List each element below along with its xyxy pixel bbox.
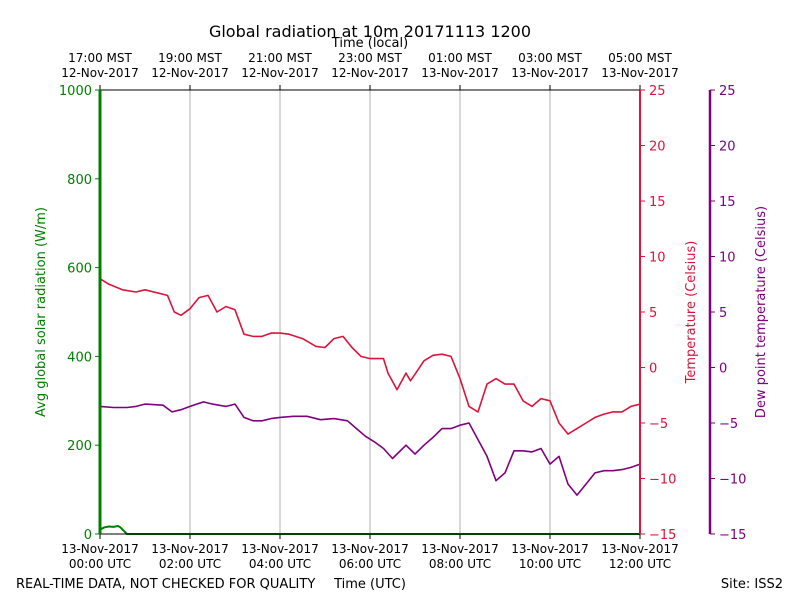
x-tick-label-date: 13-Nov-2017 (421, 542, 499, 556)
left-tick-label: 200 (67, 439, 92, 454)
x-tick-label-date: 13-Nov-2017 (241, 542, 319, 556)
dewpoint-tick-label: 15 (719, 195, 736, 210)
top-tick-label-time: 01:00 MST (428, 51, 492, 65)
dewpoint-tick-label: 25 (719, 84, 736, 99)
x-axis-label: Time (UTC) (333, 577, 406, 592)
top-tick-label-date: 12-Nov-2017 (151, 66, 229, 80)
dewpoint-tick-label: 10 (719, 251, 736, 266)
x-tick-label-date: 13-Nov-2017 (151, 542, 229, 556)
x-tick-label-time: 06:00 UTC (339, 557, 401, 571)
x-tick-label-time: 08:00 UTC (429, 557, 491, 571)
temperature-tick-label: 20 (649, 140, 666, 155)
top-tick-label-time: 23:00 MST (338, 51, 402, 65)
x-tick-label-date: 13-Nov-2017 (331, 542, 409, 556)
left-tick-label: 800 (67, 173, 92, 188)
dewpoint-tick-label: −5 (719, 417, 738, 432)
series-line-dew-point-temperature (99, 401, 641, 496)
temperature-tick-label: 10 (649, 251, 666, 266)
top-tick-label-date: 12-Nov-2017 (241, 66, 319, 80)
dewpoint-tick-label: 5 (719, 306, 727, 321)
x-tick-label-date: 13-Nov-2017 (61, 542, 139, 556)
x-tick-label-date: 13-Nov-2017 (601, 542, 679, 556)
left-tick-label: 1000 (59, 84, 92, 99)
y-axis-label-left: Avg global solar radiation (W/m) (34, 207, 49, 417)
top-tick-label-date: 12-Nov-2017 (331, 66, 409, 80)
top-tick-label-date: 12-Nov-2017 (61, 66, 139, 80)
x-tick-label-time: 10:00 UTC (519, 557, 581, 571)
top-tick-label-date: 13-Nov-2017 (511, 66, 589, 80)
grid-lines (189, 90, 551, 534)
top-tick-label-date: 13-Nov-2017 (601, 66, 679, 80)
temperature-tick-label: 15 (649, 195, 666, 210)
x-tick-label-time: 12:00 UTC (609, 557, 671, 571)
dewpoint-tick-label: 0 (719, 362, 727, 377)
x-tick-label-time: 00:00 UTC (69, 557, 131, 571)
dewpoint-tick-label: 20 (719, 140, 736, 155)
y-axis-label-temperature: Temperature (Celsius) (684, 241, 699, 385)
temperature-tick-label: 0 (649, 362, 657, 377)
left-tick-label: 0 (84, 528, 92, 543)
series-group (99, 278, 641, 535)
footer-site: Site: ISS2 (721, 577, 783, 592)
chart-title: Global radiation at 10m 20171113 1200 (209, 22, 531, 41)
dewpoint-tick-label: −10 (719, 473, 746, 488)
x-tick-label-time: 04:00 UTC (249, 557, 311, 571)
left-tick-label: 400 (67, 350, 92, 365)
temperature-tick-label: −10 (649, 473, 676, 488)
dewpoint-tick-label: −15 (719, 528, 746, 543)
x-tick-label-time: 02:00 UTC (159, 557, 221, 571)
footer-quality-note: REAL-TIME DATA, NOT CHECKED FOR QUALITY (16, 577, 315, 592)
x-tick-label-date: 13-Nov-2017 (511, 542, 589, 556)
y-axis-label-dewpoint: Dew point temperature (Celsius) (754, 206, 769, 418)
top-tick-label-date: 13-Nov-2017 (421, 66, 499, 80)
series-line-temperature (99, 278, 641, 435)
temperature-tick-label: 25 (649, 84, 666, 99)
temperature-tick-label: −5 (649, 417, 668, 432)
top-tick-label-time: 19:00 MST (158, 51, 222, 65)
temperature-tick-label: −15 (649, 528, 676, 543)
series-line-avg-global-solar-radiation (99, 525, 640, 535)
top-axis-label: Time (local) (331, 36, 408, 51)
temperature-tick-label: 5 (649, 306, 657, 321)
labels: Global radiation at 10m 20171113 1200 Ti… (16, 22, 783, 592)
top-tick-label-time: 17:00 MST (68, 51, 132, 65)
top-tick-label-time: 05:00 MST (608, 51, 672, 65)
left-tick-label: 600 (67, 262, 92, 277)
top-tick-label-time: 03:00 MST (518, 51, 582, 65)
top-tick-label-time: 21:00 MST (248, 51, 312, 65)
